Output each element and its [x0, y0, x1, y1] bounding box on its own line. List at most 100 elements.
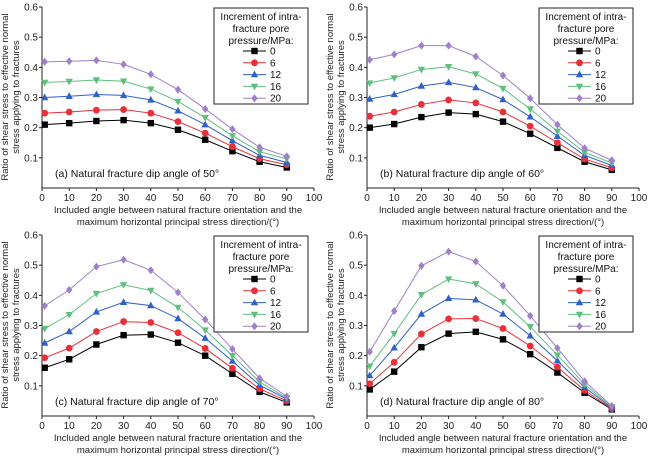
series-line-20 [369, 45, 613, 161]
data-point [201, 345, 209, 352]
legend-marker [250, 70, 259, 78]
data-point [445, 41, 452, 50]
y-tick-label: 0.6 [349, 231, 363, 242]
data-point [229, 125, 236, 134]
legend-title: fracture pore [233, 252, 290, 263]
y-tick-label: 0.4 [349, 63, 363, 74]
data-point [174, 126, 182, 133]
y-axis-label: stress applying to fractures [336, 268, 347, 382]
data-point [66, 57, 73, 66]
legend-marker [251, 59, 258, 67]
legend-title: Increment of intra- [545, 240, 626, 251]
y-tick-label: 0.2 [349, 123, 363, 134]
x-tick-label: 40 [145, 421, 157, 432]
legend-label: 20 [595, 322, 607, 333]
data-point [147, 119, 154, 127]
x-tick-label: 90 [606, 421, 618, 432]
series-line-16 [369, 278, 613, 408]
data-point [119, 91, 128, 99]
legend-label: 6 [595, 58, 601, 69]
data-point [93, 117, 100, 125]
data-point [418, 113, 425, 121]
x-tick-label: 0 [39, 421, 45, 432]
x-tick-label: 70 [552, 193, 564, 204]
y-tick-label: 0.1 [349, 153, 363, 164]
data-point [66, 119, 73, 127]
data-point [174, 314, 182, 322]
data-point [366, 386, 373, 393]
x-tick-label: 50 [172, 421, 184, 432]
legend-marker [251, 287, 258, 295]
data-point [201, 327, 209, 335]
series-line-20 [44, 59, 287, 157]
panel-title: (b) Natural fracture dip angle of 60° [380, 168, 544, 180]
data-point [93, 262, 100, 271]
data-point [527, 350, 534, 358]
data-point [119, 298, 128, 305]
data-point [174, 339, 182, 346]
data-point [472, 328, 479, 336]
data-point [174, 329, 182, 337]
data-point [472, 83, 480, 91]
data-point [92, 290, 101, 298]
legend-title: Increment of intra- [220, 240, 301, 251]
data-point [608, 156, 615, 165]
data-point [418, 41, 425, 50]
x-tick-label: 40 [145, 193, 157, 204]
data-point [147, 109, 155, 117]
data-point [553, 132, 562, 139]
data-point [92, 90, 101, 98]
legend-box [213, 235, 309, 333]
data-point [391, 50, 398, 59]
series-line-6 [44, 109, 287, 166]
legend-label: 0 [595, 275, 601, 286]
data-point [554, 144, 561, 152]
data-point [201, 334, 209, 341]
legend-label: 0 [270, 47, 276, 58]
x-tick-label: 90 [606, 193, 618, 204]
data-point [472, 110, 479, 118]
y-tick-label: 0.4 [24, 63, 38, 74]
x-tick-label: 50 [497, 193, 509, 204]
data-point [41, 301, 48, 310]
x-tick-label: 60 [200, 421, 212, 432]
series-line-0 [44, 334, 287, 403]
data-point [120, 60, 127, 69]
y-tick-label: 0.4 [349, 291, 363, 302]
data-point [366, 95, 374, 102]
data-point [418, 101, 425, 108]
data-point [66, 285, 73, 294]
data-point [147, 95, 155, 103]
x-tick-label: 0 [39, 193, 45, 204]
data-point [256, 143, 263, 152]
legend-marker [576, 287, 583, 295]
series-line-12 [369, 297, 613, 409]
data-point [228, 133, 237, 140]
y-tick-label: 0.3 [24, 93, 38, 104]
data-point [229, 345, 236, 354]
data-point [417, 66, 426, 74]
legend-label: 0 [270, 275, 276, 286]
legend-label: 6 [270, 58, 276, 69]
data-point [581, 144, 588, 153]
data-point [41, 325, 49, 333]
data-point [41, 364, 48, 371]
legend-title: Increment of intra- [220, 12, 301, 23]
legend-label: 16 [595, 310, 607, 321]
series-line-16 [44, 284, 288, 399]
data-point [147, 86, 155, 94]
data-point [391, 120, 398, 128]
legend-box [538, 7, 634, 105]
data-point [147, 301, 155, 309]
series-line-16 [44, 79, 287, 160]
legend-marker [251, 322, 258, 331]
data-point [92, 77, 101, 85]
x-tick-label: 10 [64, 193, 76, 204]
x-tick-label: 0 [364, 421, 370, 432]
legend-title: fracture pore [558, 252, 615, 263]
data-point [147, 331, 154, 338]
data-point [472, 99, 480, 107]
data-point [174, 304, 182, 312]
data-point [390, 75, 398, 82]
x-tick-label: 20 [416, 421, 428, 432]
